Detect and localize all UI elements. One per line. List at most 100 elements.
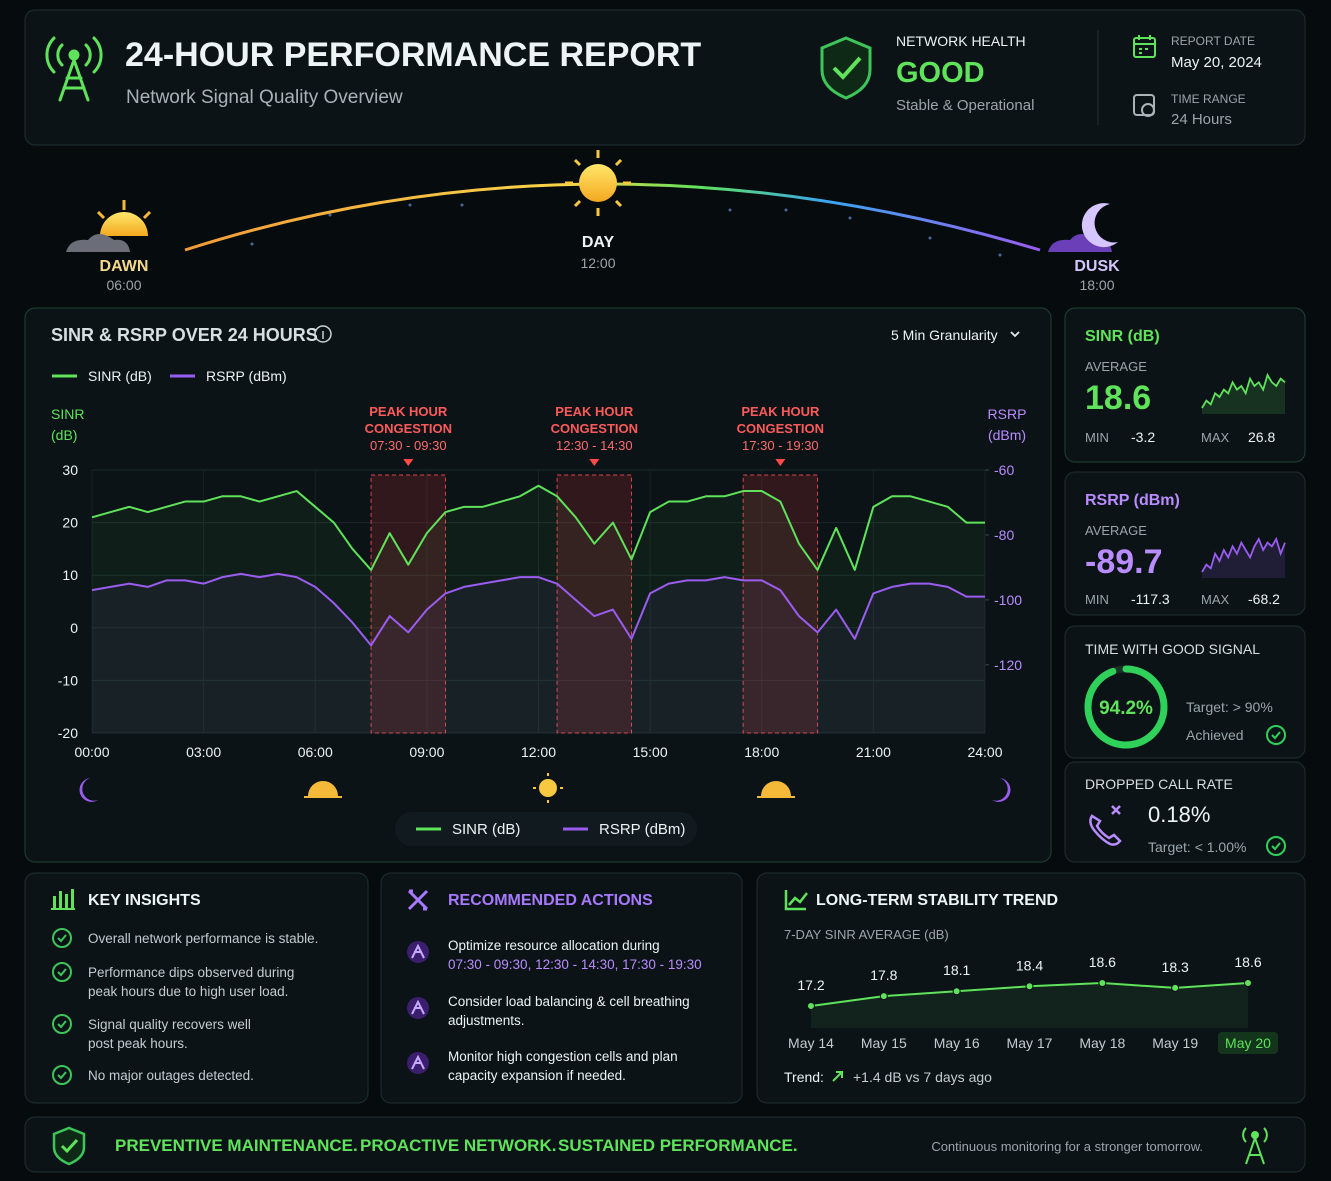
action-glyph: [411, 943, 425, 959]
annotation-arrow: [775, 459, 786, 466]
calendar-icon: [1133, 35, 1156, 58]
y2-axis-label: (dBm): [988, 427, 1026, 443]
annotation-subtitle: CONGESTION: [551, 421, 638, 436]
footer-tower: [1242, 1127, 1268, 1165]
gauge-arc: [1084, 665, 1168, 749]
chart-title: SINR & RSRP OVER 24 HOURS: [51, 325, 318, 345]
report-title: 24-HOUR PERFORMANCE REPORT: [125, 36, 701, 74]
card-title: RSRP (dBm): [1085, 492, 1180, 509]
date-value: May 20, 2024: [1171, 54, 1262, 71]
clock-icon: [1133, 94, 1155, 117]
y-tick-label: 30: [62, 462, 78, 478]
y-axis-label: (dB): [51, 427, 77, 443]
legend-label: SINR (dB): [88, 368, 152, 384]
dusk-icon: [1048, 203, 1118, 252]
category-highlight: [1218, 1032, 1278, 1054]
data-label: 18.6: [1234, 954, 1261, 970]
actions-icon: [407, 889, 429, 911]
chevron: [1010, 331, 1020, 338]
check-mark: [57, 1020, 67, 1029]
annotation-range: 07:30 - 09:30: [370, 438, 447, 453]
series-line: [91, 572, 985, 647]
check-mark: [1271, 731, 1281, 740]
y-tick-label: 0: [70, 620, 78, 636]
card-title: TIME WITH GOOD SIGNAL: [1085, 641, 1260, 657]
info-icon: [314, 325, 332, 343]
insight-text: No major outages detected.: [88, 1068, 254, 1083]
insight-text: Performance dips observed during: [88, 965, 294, 980]
series-area: [92, 573, 985, 733]
health-note: Stable & Operational: [896, 97, 1034, 114]
min-label: MIN: [1085, 430, 1109, 445]
timeline-time: 18:00: [1079, 277, 1114, 293]
gauge-value: 94.2%: [1099, 698, 1153, 719]
panel-title: LONG-TERM STABILITY TREND: [816, 892, 1058, 909]
timeline-label: DAWN: [100, 258, 149, 275]
action-text: Consider load balancing & cell breathing: [448, 994, 690, 1009]
check-mark: [1271, 842, 1281, 851]
dropped-target: Target: < 1.00%: [1148, 839, 1246, 855]
x-tick-label: 21:00: [856, 744, 891, 760]
min-label: MIN: [1085, 592, 1109, 607]
range-label: TIME RANGE: [1171, 92, 1246, 106]
panel-subtitle: 7-DAY SINR AVERAGE (dB): [784, 927, 949, 942]
tower-icon: [45, 36, 103, 102]
average-value: 18.6: [1085, 379, 1151, 417]
footer-slogan: PROACTIVE NETWORK.: [360, 1136, 556, 1155]
footer-panel: [24, 1116, 1306, 1173]
annotation-title: PEAK HOUR: [555, 404, 634, 419]
x-tick-label: May 17: [1007, 1035, 1053, 1051]
phone-icon: [1089, 814, 1122, 846]
dropped-card: [1064, 761, 1306, 863]
insight-text: post peak hours.: [88, 1036, 188, 1051]
footer-slogan: PREVENTIVE MAINTENANCE.: [115, 1136, 358, 1155]
gauge-status: Achieved: [1186, 727, 1244, 743]
drop-mark: [1111, 805, 1121, 815]
y-axis-label: SINR: [51, 406, 84, 422]
max-label: MAX: [1201, 430, 1230, 445]
average-label: AVERAGE: [1085, 359, 1147, 374]
x-tick-label: May 16: [934, 1035, 980, 1051]
legend-label: SINR (dB): [452, 821, 520, 838]
action-text: Optimize resource allocation during: [448, 938, 660, 953]
shield-icon: [820, 36, 872, 100]
y2-tick-label: -120: [994, 657, 1022, 673]
max-value: 26.8: [1248, 429, 1275, 445]
x-tick-label: May 19: [1152, 1035, 1198, 1051]
average-value: -89.7: [1085, 543, 1163, 581]
gauge-target: Target: > 90%: [1186, 699, 1273, 715]
sparkline: [1201, 372, 1286, 409]
data-label: 17.8: [870, 967, 897, 983]
x-tick-label: 09:00: [409, 744, 444, 760]
insight-text: Overall network performance is stable.: [88, 931, 318, 946]
action-glyph: [411, 999, 425, 1015]
footer-tagline: Continuous monitoring for a stronger tom…: [931, 1139, 1203, 1154]
footer-slogan: SUSTAINED PERFORMANCE.: [558, 1136, 798, 1155]
x-tick-label: 00:00: [74, 744, 109, 760]
granularity[interactable]: 5 Min Granularity: [891, 327, 998, 343]
x-tick-label: 03:00: [186, 744, 221, 760]
x-tick-label: May 18: [1079, 1035, 1125, 1051]
annotation-title: PEAK HOUR: [741, 404, 820, 419]
check-icon: [52, 928, 72, 948]
annotation-title: PEAK HOUR: [369, 404, 448, 419]
annotation-arrow: [589, 459, 600, 466]
legend-box: [395, 812, 697, 846]
action-text: Monitor high congestion cells and plan: [448, 1049, 678, 1064]
trend-point: [879, 992, 888, 1001]
x-tick-label: 24:00: [967, 744, 1002, 760]
data-label: 18.6: [1089, 954, 1116, 970]
signal-card: [1064, 625, 1306, 759]
footer-shield: [52, 1126, 86, 1166]
trend-point: [952, 987, 961, 996]
action-highlight: 07:30 - 09:30, 12:30 - 14:30, 17:30 - 19…: [448, 957, 702, 972]
congestion-band: [742, 474, 819, 734]
trend-arrow: [832, 1071, 843, 1082]
action-text: capacity expansion if needed.: [448, 1068, 626, 1083]
series-area: [92, 485, 985, 733]
trend-point: [1244, 979, 1252, 987]
granularity-select[interactable]: [878, 320, 1030, 350]
trend-icon: [784, 890, 808, 911]
min-value: -3.2: [1131, 429, 1155, 445]
x-tick-label: May 20: [1225, 1035, 1271, 1051]
